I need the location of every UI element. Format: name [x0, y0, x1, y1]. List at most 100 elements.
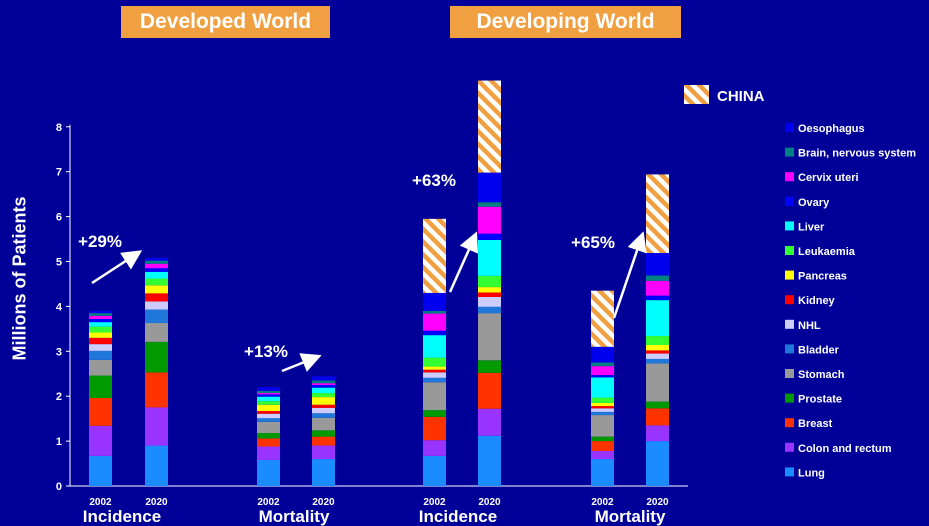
bar-segment [591, 402, 614, 407]
bar-segment [423, 292, 446, 311]
bar-segment [312, 459, 335, 486]
bar-segment [591, 366, 614, 376]
bar-segment [89, 359, 112, 376]
legend-label: NHL [798, 320, 821, 332]
bar-segment [591, 459, 614, 486]
growth-arrow [91, 250, 143, 285]
y-tick-label: 5 [56, 257, 62, 269]
group-label: Mortality [259, 507, 330, 526]
y-tick-label: 6 [56, 212, 62, 224]
legend-label: Pancreas [798, 271, 847, 283]
legend-label: Liver [798, 221, 825, 233]
bar-segment [591, 362, 614, 367]
bar-segment [423, 372, 446, 378]
bar-segment [646, 252, 669, 276]
bar-year-label: 2002 [591, 497, 614, 508]
bar-year-label: 2020 [646, 497, 669, 508]
bar-year-label: 2020 [145, 497, 168, 508]
developing-world-banner: Developing World [450, 6, 681, 38]
bar-segment [145, 293, 168, 302]
legend-swatch [785, 221, 794, 231]
legend-label: Ovary [798, 197, 830, 209]
legend-swatch [785, 418, 794, 428]
bar-segment [89, 337, 112, 345]
bar-segment [257, 459, 280, 486]
bar-segment [145, 257, 168, 261]
group-label: Mortality [595, 507, 666, 526]
legend-swatch [785, 196, 794, 206]
bar-segment [312, 383, 335, 385]
bar-year-label: 2020 [478, 497, 501, 508]
bar-segment [257, 404, 280, 412]
bar-segment [89, 318, 112, 323]
legend-swatch [785, 123, 794, 132]
bar-segment [89, 313, 112, 316]
bar-segment [478, 296, 501, 307]
y-tick-label: 8 [56, 122, 62, 134]
legend-label: Stomach [798, 369, 845, 381]
legend-swatch [785, 246, 794, 255]
bar-segment [423, 335, 446, 358]
legend-swatch [785, 270, 794, 280]
bar-segment [257, 411, 280, 414]
bar-segment [646, 358, 669, 364]
bar-segment [646, 353, 669, 359]
china-legend-swatch [684, 85, 709, 104]
y-tick-label: 0 [56, 481, 62, 493]
growth-annotation: +29% [78, 232, 122, 251]
bar-segment [646, 441, 669, 486]
bar-segment [145, 445, 168, 486]
bar-segment [257, 393, 280, 395]
bar-segment [646, 275, 669, 281]
bar-segment [646, 300, 669, 337]
bar-segment [89, 397, 112, 426]
bar-segment [312, 380, 335, 384]
bar-segment [257, 401, 280, 405]
bar-segment [423, 440, 446, 456]
legend-label: Bladder [798, 344, 840, 356]
bar-segment [646, 336, 669, 346]
bar-segment [478, 172, 501, 203]
bar-segment [591, 377, 614, 398]
bar-segment [312, 430, 335, 437]
legend-label: Prostate [798, 394, 842, 406]
bar-segment [591, 415, 614, 437]
legend-label: Oesophagus [798, 123, 865, 135]
bar-segment [89, 310, 112, 314]
growth-arrow [281, 353, 322, 373]
bar-segment [145, 260, 168, 264]
bar-segment [89, 425, 112, 456]
bar-segment [478, 292, 501, 297]
bar-year-label: 2002 [423, 497, 446, 508]
bar-segment [478, 306, 501, 314]
bar-segment [145, 341, 168, 373]
bar-segment [89, 332, 112, 338]
bar-segment [257, 421, 280, 434]
bar-segment [423, 377, 446, 383]
bar-segment [145, 268, 168, 272]
bar-segment [591, 406, 614, 409]
bar-segment [257, 438, 280, 447]
bar-segment [646, 408, 669, 426]
legend-label: Leukaemia [798, 246, 856, 258]
bar-segment [478, 360, 501, 373]
bar-segment [89, 322, 112, 327]
bar-segment [89, 326, 112, 333]
group-label: Incidence [83, 507, 161, 526]
bar-segment [591, 397, 614, 403]
china-segment [591, 290, 614, 347]
bar-segment [591, 408, 614, 412]
bar-segment [89, 350, 112, 360]
bar-segment [423, 357, 446, 367]
legend-label: Breast [798, 418, 833, 430]
bar-segment [257, 418, 280, 422]
bar-segment [591, 450, 614, 460]
bar-segment [312, 417, 335, 431]
bar-segment [646, 280, 669, 296]
china-legend-label: CHINA [717, 88, 765, 105]
bar-segment [423, 310, 446, 314]
growth-annotation: +13% [244, 342, 288, 361]
china-segment [478, 80, 501, 173]
bar-segment [257, 413, 280, 419]
